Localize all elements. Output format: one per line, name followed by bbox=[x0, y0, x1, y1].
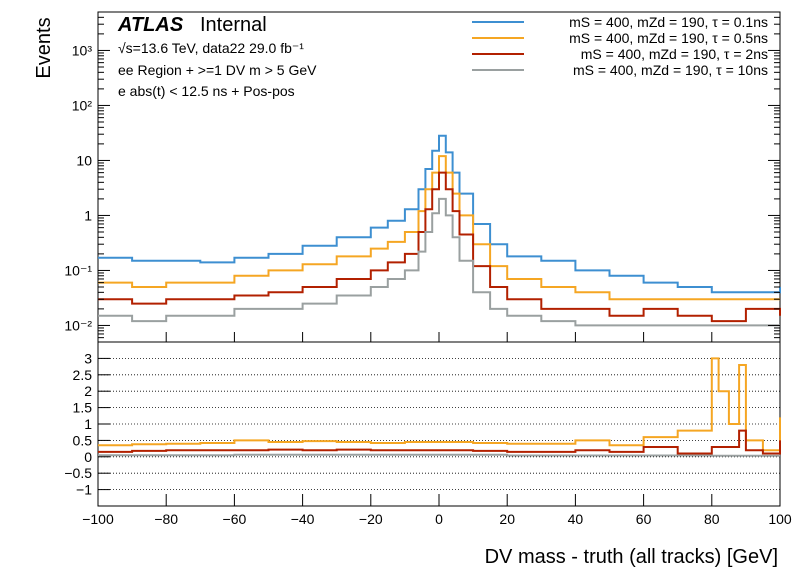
ratio-series-line-1 bbox=[98, 429, 781, 455]
top-ytick-label-3: 10 bbox=[76, 152, 92, 168]
ratio-ytick-label-3: 0.5 bbox=[73, 432, 93, 448]
xtick-label-8: 60 bbox=[636, 511, 652, 527]
ratio-ytick-label-5: 1.5 bbox=[73, 400, 93, 416]
region-label: ee Region + >=1 DV m > 5 GeV bbox=[118, 62, 317, 78]
x-ticks: −100 −80 −60 −40 −20 0 20 40 60 80 100 bbox=[82, 332, 792, 527]
top-y-ticks: 10⁻² 10⁻¹ 1 10 10² 10³ bbox=[64, 11, 780, 343]
xtick-label-10: 100 bbox=[768, 511, 792, 527]
legend-label-0: mS = 400, mZd = 190, τ = 0.1ns bbox=[569, 14, 768, 30]
cut-label: e abs(t) < 12.5 ns + Pos-pos bbox=[118, 83, 295, 99]
x-axis-title: DV mass - truth (all tracks) [GeV] bbox=[485, 546, 778, 568]
ratio-ytick-label-6: 2 bbox=[84, 383, 92, 399]
top-ytick-label-4: 10² bbox=[72, 97, 93, 113]
top-ytick-label-5: 10³ bbox=[72, 42, 93, 58]
top-series-group bbox=[98, 134, 781, 327]
top-ytick-label-0: 10⁻² bbox=[64, 317, 92, 333]
xtick-label-9: 80 bbox=[704, 511, 720, 527]
xtick-label-2: −60 bbox=[223, 511, 247, 527]
ratio-series-line-2 bbox=[98, 453, 780, 457]
ratio-ytick-label-1: −0.5 bbox=[64, 465, 92, 481]
legend-label-1: mS = 400, mZd = 190, τ = 0.5ns bbox=[569, 30, 768, 46]
xtick-label-0: −100 bbox=[82, 511, 114, 527]
xtick-label-3: −40 bbox=[291, 511, 315, 527]
ratio-ytick-label-8: 3 bbox=[84, 350, 92, 366]
ratio-series-group bbox=[98, 357, 781, 457]
top-series-line-0 bbox=[98, 134, 781, 294]
top-series-line-1 bbox=[98, 155, 780, 301]
ratio-ytick-label-0: −1 bbox=[76, 482, 92, 498]
top-ytick-label-1: 10⁻¹ bbox=[64, 262, 92, 278]
xtick-label-7: 40 bbox=[568, 511, 584, 527]
ratio-series-line-0 bbox=[98, 357, 781, 452]
xtick-label-4: −20 bbox=[359, 511, 383, 527]
energy-lumi-label: √s=13.6 TeV, data22 29.0 fb⁻¹ bbox=[118, 40, 304, 56]
atlas-label: ATLAS bbox=[117, 14, 184, 36]
status-label: Internal bbox=[200, 14, 267, 36]
ratio-ytick-label-2: 0 bbox=[84, 449, 92, 465]
xtick-label-6: 20 bbox=[499, 511, 515, 527]
ratio-y-ticks: −1−0.500.511.522.53 bbox=[64, 350, 110, 498]
top-ytick-label-2: 1 bbox=[84, 207, 92, 223]
top-series-line-3 bbox=[98, 197, 780, 327]
y-axis-title: Events bbox=[33, 17, 55, 78]
xtick-label-1: −80 bbox=[154, 511, 178, 527]
ratio-ytick-label-4: 1 bbox=[84, 416, 92, 432]
legend-label-2: mS = 400, mZd = 190, τ = 2ns bbox=[581, 46, 768, 62]
ratio-gridlines bbox=[98, 357, 780, 491]
xtick-label-5: 0 bbox=[435, 511, 443, 527]
top-series-line-2 bbox=[98, 171, 781, 323]
ratio-ytick-label-7: 2.5 bbox=[73, 367, 93, 383]
legend-label-3: mS = 400, mZd = 190, τ = 10ns bbox=[573, 62, 768, 78]
